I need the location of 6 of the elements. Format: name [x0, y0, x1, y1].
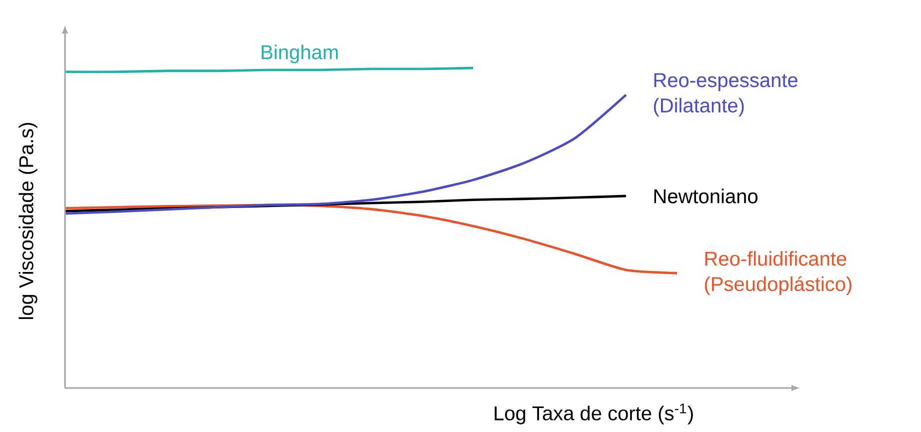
series-label: Newtoniano: [654, 188, 758, 204]
y-axis-title: log Viscosidade (Pa.s): [18, 122, 38, 319]
series-label: Bingham: [262, 44, 338, 64]
series-label: Reo-fluidificante (Pseudoplástico): [704, 251, 852, 296]
series-label: Reo-espessante (Dilatante): [654, 73, 798, 116]
x-axis-title: Log Taxa de corte (s$^{-1}$): [494, 404, 693, 424]
